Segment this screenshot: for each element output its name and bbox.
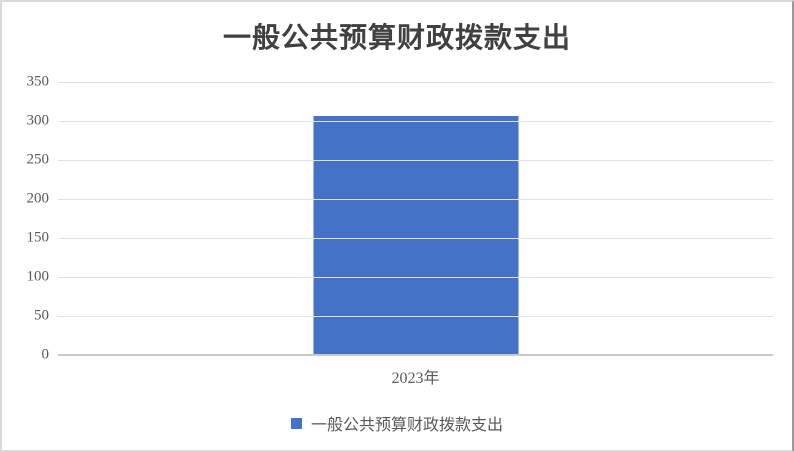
y-axis-tick-300: 300 [26,112,50,129]
legend-swatch-icon [290,417,302,429]
x-axis-line [58,354,773,356]
gridline-100 [58,277,773,278]
y-axis-tick-350: 350 [26,73,50,90]
gridline-150 [58,238,773,239]
y-axis-tick-200: 200 [26,190,50,207]
y-axis-tick-50: 50 [34,307,49,324]
legend-label: 一般公共预算财政拨款支出 [310,417,503,434]
chart-title: 一般公共预算财政拨款支出 [222,23,571,54]
y-axis-tick-250: 250 [26,151,50,168]
gridline-50 [58,316,773,317]
y-axis-tick-0: 0 [41,346,50,363]
gridline-250 [58,160,773,161]
x-axis-category-label: 2023年 [391,370,440,387]
y-axis-tick-150: 150 [26,229,50,246]
bar-2023 [313,115,518,355]
gridline-300 [58,121,773,122]
y-axis-tick-100: 100 [26,268,50,285]
gridline-200 [58,199,773,200]
gridline-350 [58,82,773,83]
legend: 一般公共预算财政拨款支出 [2,411,792,435]
plot-area: 2023年 0 50 100 150 200 250 300 350 [27,74,773,387]
